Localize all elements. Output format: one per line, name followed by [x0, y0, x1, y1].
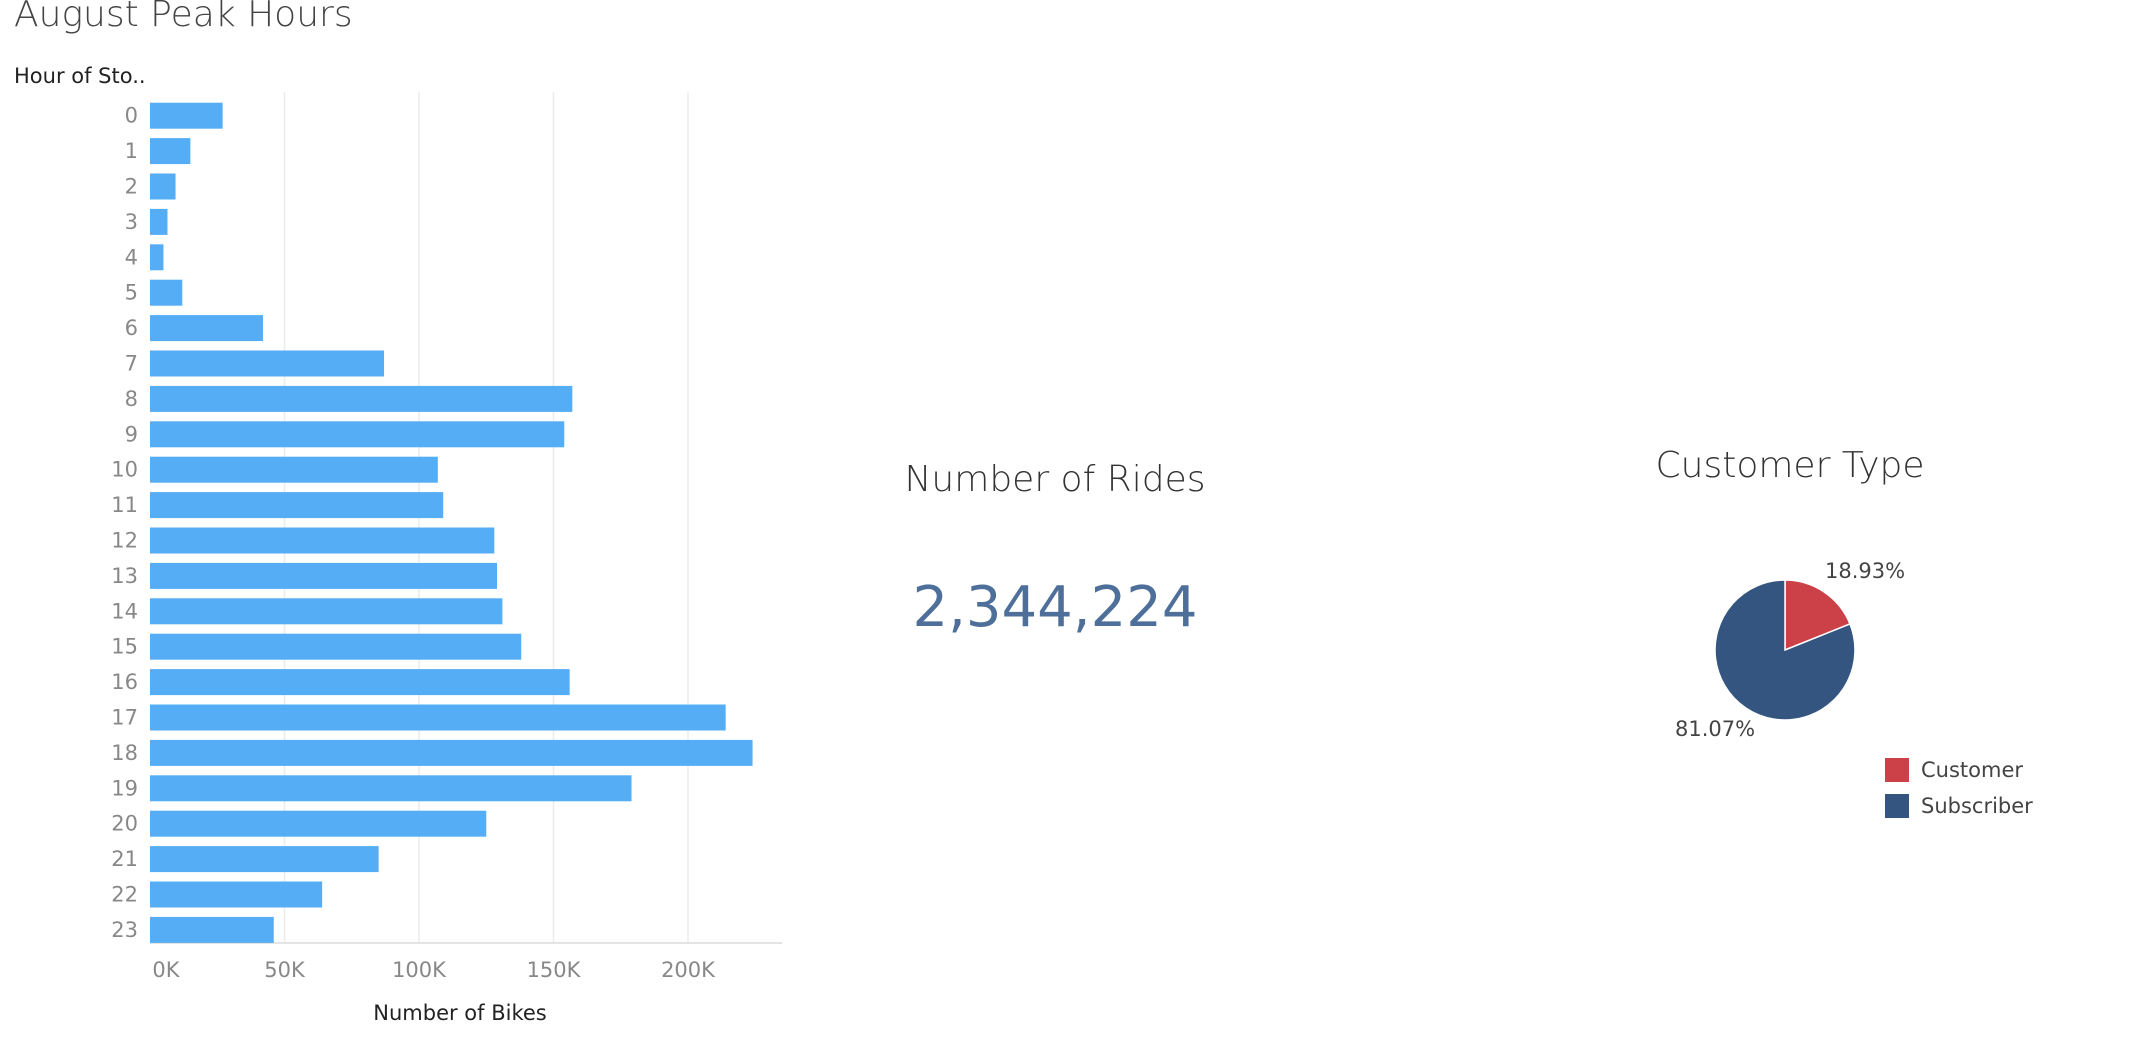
y-tick-label: 1	[125, 139, 138, 163]
y-tick-label: 4	[125, 245, 138, 269]
y-tick-label: 15	[111, 635, 138, 659]
bar	[150, 421, 565, 448]
y-tick-label: 13	[111, 564, 138, 588]
x-tick-label: 50K	[264, 958, 306, 982]
y-tick-label: 0	[125, 104, 138, 128]
bar	[150, 562, 498, 589]
y-tick-label: 19	[111, 776, 138, 800]
bar	[150, 810, 487, 837]
legend-item-subscriber[interactable]: Subscriber	[1885, 788, 2033, 824]
bar	[150, 598, 503, 625]
bar	[150, 492, 444, 519]
bar	[150, 669, 570, 696]
x-tick-label: 0K	[152, 958, 180, 982]
y-tick-label: 12	[111, 529, 138, 553]
bar	[150, 846, 379, 873]
pie-legend: Customer Subscriber	[1885, 752, 2033, 824]
y-tick-label: 14	[111, 599, 138, 623]
bar	[150, 208, 168, 235]
y-tick-label: 21	[111, 847, 138, 871]
bar	[150, 173, 176, 200]
y-tick-label: 6	[125, 316, 138, 340]
bar	[150, 456, 438, 483]
bar	[150, 102, 223, 129]
legend-item-customer[interactable]: Customer	[1885, 752, 2033, 788]
kpi-value: 2,344,224	[912, 575, 1198, 640]
bar	[150, 244, 164, 271]
y-tick-label: 5	[125, 281, 138, 305]
bar	[150, 527, 495, 554]
x-tick-label: 100K	[392, 958, 447, 982]
bar	[150, 350, 385, 377]
bar	[150, 881, 323, 908]
y-tick-label: 11	[111, 493, 138, 517]
bar	[150, 704, 726, 731]
bar	[150, 385, 573, 412]
bar	[150, 138, 191, 165]
y-tick-label: 7	[125, 352, 138, 376]
y-tick-label: 9	[125, 422, 138, 446]
y-tick-label: 3	[125, 210, 138, 234]
y-tick-label: 16	[111, 670, 138, 694]
customer-type-pie-chart: 18.93% 81.07%	[1675, 559, 1905, 741]
legend-label-subscriber: Subscriber	[1921, 794, 2033, 818]
bar	[150, 315, 263, 342]
x-tick-label: 150K	[527, 958, 582, 982]
pie-title: Customer Type	[1655, 445, 1925, 486]
bar	[150, 279, 183, 306]
y-tick-label: 17	[111, 706, 138, 730]
y-tick-label: 2	[125, 175, 138, 199]
bar	[150, 633, 522, 660]
legend-label-customer: Customer	[1921, 758, 2024, 782]
dashboard-title: August Peak Hours	[14, 0, 353, 35]
kpi-label: Number of Rides	[904, 459, 1206, 500]
y-tick-label: 10	[111, 458, 138, 482]
y-tick-label: 18	[111, 741, 138, 765]
pie-slice-subscriber	[1714, 579, 1856, 721]
pie-slice-customer	[1784, 579, 1851, 652]
pie-label-customer: 18.93%	[1825, 559, 1905, 583]
subscriber-swatch	[1885, 794, 1909, 818]
y-tick-label: 23	[111, 918, 138, 942]
hourly-bar-chart: 012345678910111213141516171819202122230K…	[111, 92, 783, 1025]
y-tick-label: 8	[125, 387, 138, 411]
pie-label-subscriber: 81.07%	[1675, 717, 1755, 741]
bar	[150, 739, 753, 766]
bar	[150, 916, 274, 943]
bar	[150, 775, 632, 802]
x-tick-label: 200K	[661, 958, 716, 982]
y-axis-title: Hour of Sto..	[14, 64, 146, 88]
x-axis-title: Number of Bikes	[373, 1001, 546, 1025]
y-tick-label: 20	[111, 812, 138, 836]
customer-swatch	[1885, 758, 1909, 782]
y-tick-label: 22	[111, 883, 138, 907]
